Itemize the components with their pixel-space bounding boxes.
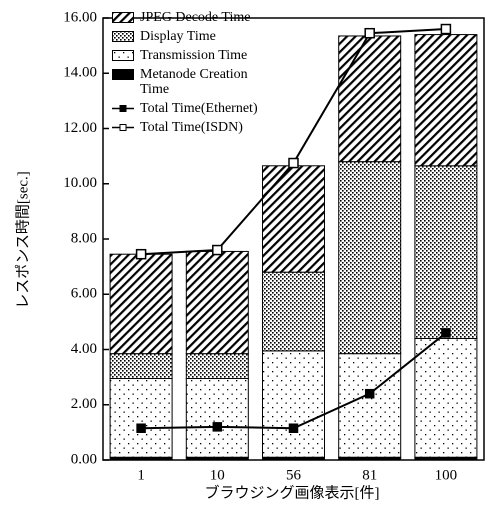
line-marker [288,423,299,433]
y-tick-label: 16.00 [63,9,97,25]
legend-swatch [112,69,134,80]
x-axis-label: ブラウジング画像表示[件] [205,483,380,501]
bar-segment [185,353,249,380]
legend-swatch [112,50,134,61]
legend-item: JPEG Decode Time [112,10,282,25]
y-tick-label: 6.00 [71,286,97,302]
bar-segment [185,378,249,458]
line-marker [364,388,375,399]
y-tick-label: 14.00 [63,65,97,81]
bar-segment [414,337,478,458]
x-tick-label: 81 [362,467,377,483]
y-tick-label: 12.00 [63,120,97,136]
legend-label: Display Time [140,29,216,44]
bar-segment [338,353,402,458]
legend: JPEG Decode Time Display Time Transmission… [112,10,282,139]
y-tick-label: 4.00 [71,341,97,357]
bar-segment [109,253,173,355]
bar-segment [185,250,249,355]
y-tick-label: 8.00 [71,230,97,246]
line-marker [135,248,147,260]
bar-segment [262,350,325,458]
x-tick-label: 56 [286,467,302,483]
legend-item: Transmission Time [112,48,282,63]
line-marker [364,27,375,39]
bar-segment [414,34,478,167]
legend-label: JPEG Decode Time [140,10,251,25]
legend-swatch [112,105,134,112]
legend-item: Total Time(Ethernet) [112,101,282,116]
legend-label: Transmission Time [140,48,248,63]
y-tick-label: 0.00 [71,451,97,467]
legend-swatch [112,124,134,131]
bar-segment [262,271,325,352]
legend-item: Metanode Creation Time [112,67,282,97]
line-marker [212,422,223,432]
x-tick-label: 100 [435,467,458,483]
legend-label: Total Time(Ethernet) [140,101,258,116]
bar-segment [338,161,402,355]
bar-segment [109,353,173,380]
line-marker [136,423,146,433]
legend-swatch [112,12,134,23]
line-marker [288,157,299,169]
x-tick-label: 1 [137,467,145,483]
y-tick-label: 10.00 [63,175,97,191]
line-marker [441,328,451,338]
legend-item: Total Time(ISDN) [112,120,282,135]
legend-swatch [112,31,134,42]
bar-segment [262,165,325,273]
y-tick-label: 2.00 [71,396,97,412]
legend-item: Display Time [112,29,282,44]
line-marker [212,244,223,256]
line-marker [440,23,452,35]
legend-label: Metanode Creation Time [140,67,248,97]
y-axis-label: レスポンス時間[sec.] [14,171,31,309]
legend-label: Total Time(ISDN) [140,120,243,135]
bar-segment [338,35,402,163]
bar-segment [414,165,478,339]
x-tick-label: 10 [210,467,225,483]
bar-segment [109,378,173,458]
